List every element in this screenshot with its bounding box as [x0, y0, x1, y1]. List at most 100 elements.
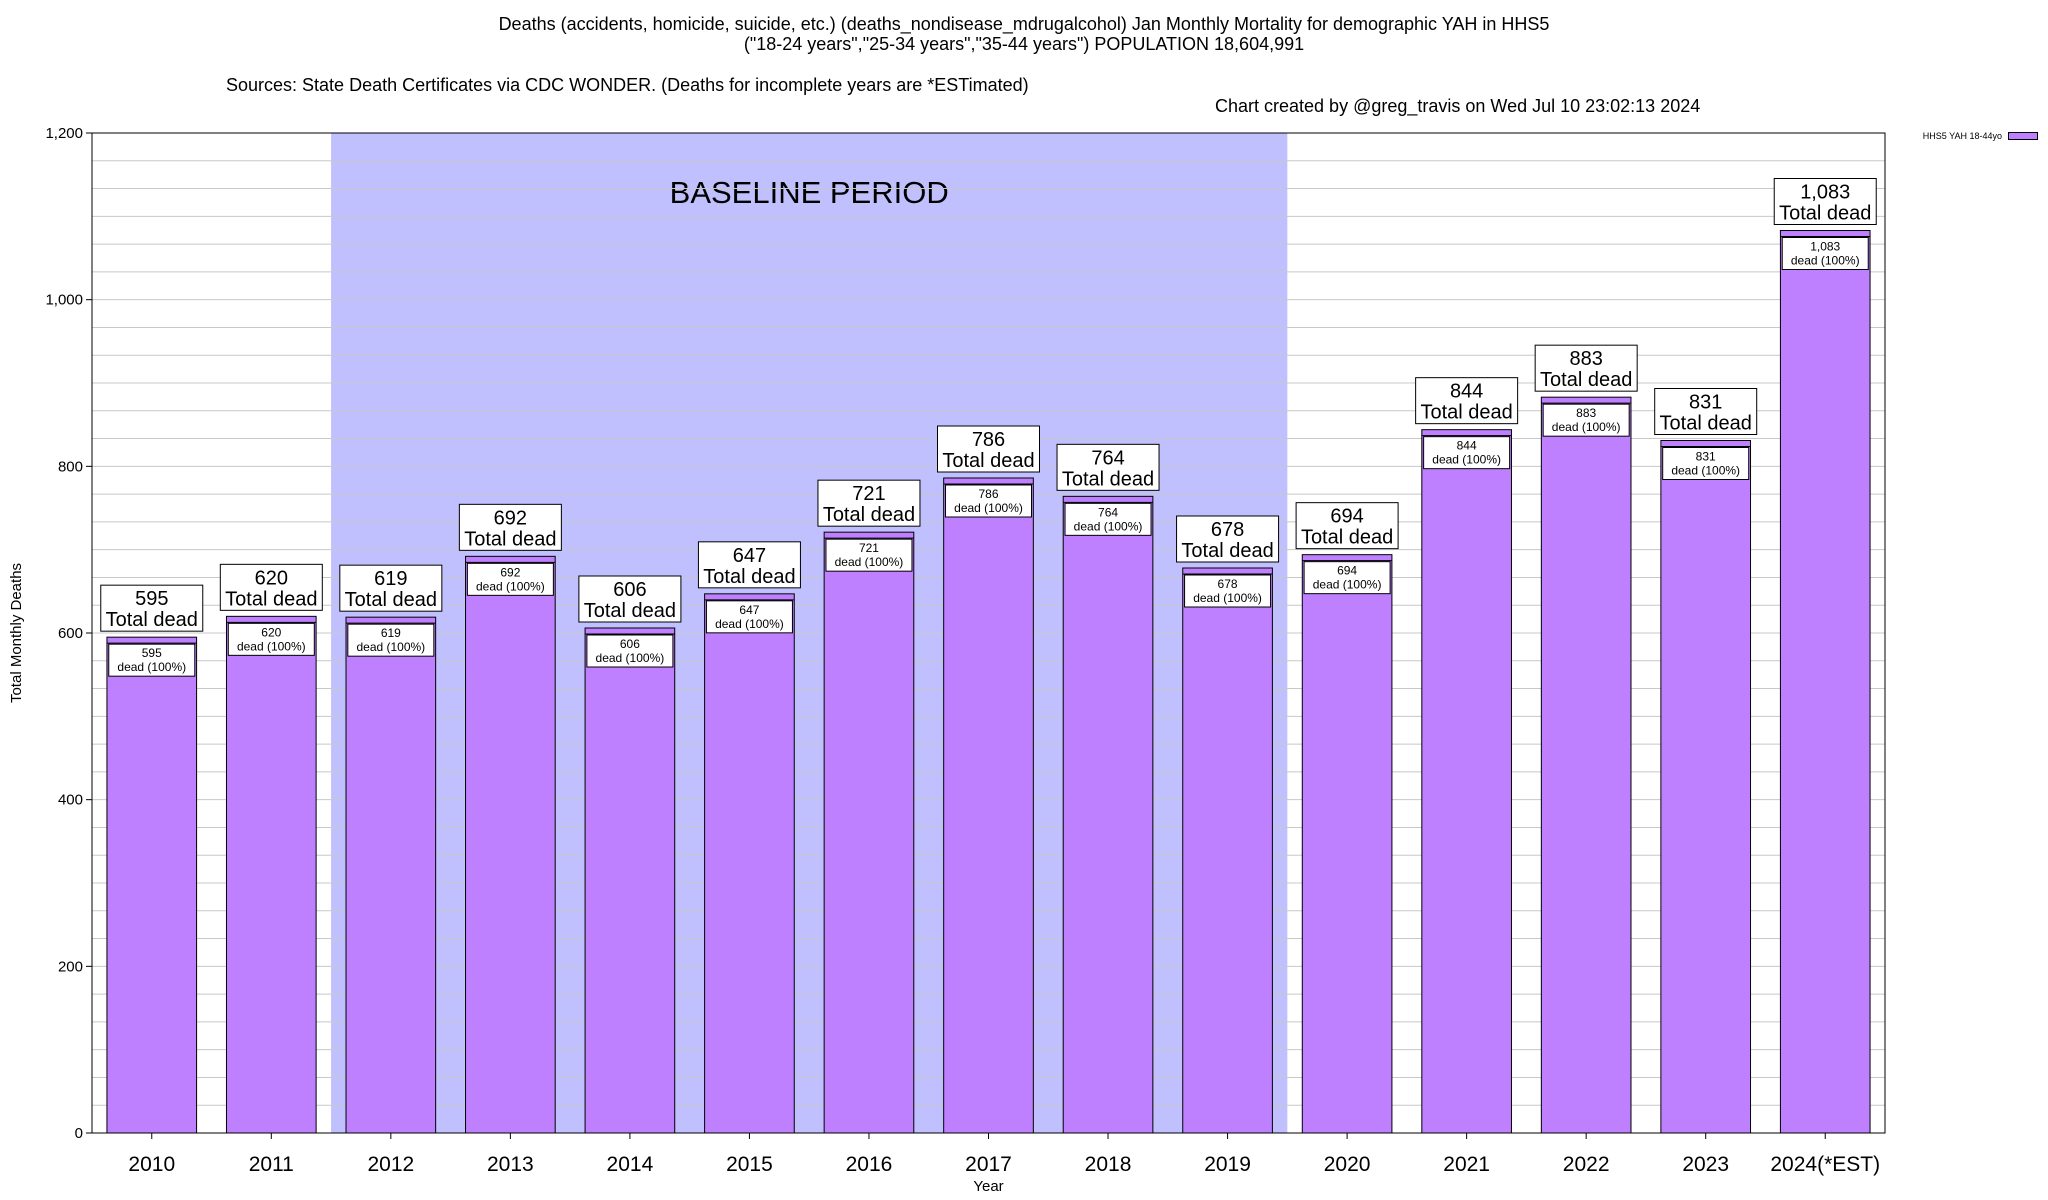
bar: [1421, 429, 1512, 1134]
x-tick-label: 2021: [1443, 1153, 1490, 1176]
y-tick-label: 400: [58, 792, 83, 809]
total-label-text: Total dead: [464, 528, 556, 550]
y-tick-label: 1,200: [45, 125, 83, 142]
x-tick-label: 2024(*EST): [1770, 1153, 1880, 1176]
bar: [1660, 440, 1752, 1134]
inner-label-value: 844: [1457, 439, 1477, 453]
legend-swatch: [2008, 132, 2038, 140]
x-axis-label: Year: [973, 1178, 1003, 1195]
total-label-box: [1056, 443, 1160, 491]
inner-label-text: dead (100%): [237, 639, 306, 653]
total-label-value: 831: [1689, 392, 1722, 414]
inner-label-box: [1781, 237, 1869, 270]
bar: [1182, 567, 1273, 1134]
total-label-text: Total dead: [942, 450, 1034, 472]
inner-label-box: [705, 600, 793, 634]
inner-label-text: dead (100%): [1671, 464, 1740, 478]
inner-label-text: dead (100%): [1313, 578, 1382, 592]
total-label-value: 1,083: [1800, 182, 1850, 204]
inner-label-value: 620: [261, 625, 281, 639]
inner-label-text: dead (100%): [1193, 591, 1262, 605]
inner-label-box: [1542, 403, 1630, 437]
total-label-value: 786: [972, 429, 1005, 451]
x-tick-label: 2011: [249, 1153, 294, 1176]
total-label-value: 764: [1091, 447, 1124, 469]
total-label-text: Total dead: [1301, 527, 1393, 549]
inner-label-value: 619: [381, 626, 401, 640]
inner-label-value: 831: [1696, 450, 1716, 464]
x-tick-label: 2022: [1563, 1153, 1610, 1176]
total-label-box: [697, 541, 801, 589]
x-tick-label: 2016: [846, 1153, 893, 1176]
bar: [704, 593, 795, 1134]
inner-label-box: [945, 484, 1032, 518]
total-label-box: [1534, 344, 1638, 392]
y-tick-label: 600: [58, 625, 83, 642]
total-label-box: [1773, 178, 1877, 225]
x-tick-label: 2013: [487, 1153, 534, 1176]
bar: [1301, 554, 1393, 1134]
total-label-text: Total dead: [1181, 540, 1273, 562]
total-label-box: [578, 575, 682, 623]
inner-label-value: 721: [859, 541, 879, 555]
y-tick-label: 1,000: [45, 292, 83, 309]
total-label-value: 694: [1330, 506, 1363, 528]
total-label-box: [219, 563, 323, 611]
total-label-value: 844: [1450, 381, 1483, 403]
x-tick-label: 2015: [726, 1153, 773, 1176]
total-label-value: 595: [135, 588, 168, 610]
bar: [465, 555, 556, 1134]
y-tick-label: 0: [75, 1125, 83, 1142]
bar: [345, 616, 437, 1134]
bar: [823, 531, 915, 1134]
inner-label-box: [108, 643, 196, 677]
chart-subtitle: ("18-24 years","25-34 years","35-44 year…: [743, 34, 1305, 54]
inner-label-box: [1423, 436, 1511, 470]
bar: [943, 477, 1034, 1134]
total-label-text: Total dead: [584, 600, 676, 622]
inner-label-text: dead (100%): [954, 501, 1023, 515]
y-axis-label: Total Monthly Deaths: [8, 563, 25, 703]
total-label-text: Total dead: [703, 566, 795, 588]
inner-label-value: 692: [500, 565, 520, 579]
total-label-text: Total dead: [1779, 203, 1871, 225]
chart-credit: Chart created by @greg_travis on Wed Jul…: [1215, 96, 1701, 116]
total-label-value: 619: [374, 568, 407, 590]
x-tick-label: 2019: [1204, 1153, 1251, 1176]
total-label-text: Total dead: [1062, 468, 1154, 490]
total-label-value: 606: [613, 579, 646, 601]
bar: [584, 627, 676, 1134]
chart-title: Deaths (accidents, homicide, suicide, et…: [498, 14, 1550, 34]
inner-label-box: [347, 623, 435, 657]
x-tick-label: 2023: [1682, 1153, 1729, 1176]
total-label-value: 647: [733, 545, 766, 567]
inner-label-text: dead (100%): [1432, 453, 1501, 467]
inner-label-value: 694: [1337, 564, 1357, 578]
legend-label: HHS5 YAH 18-44yo: [1922, 131, 2002, 141]
total-label-value: 692: [494, 507, 527, 529]
total-label-text: Total dead: [106, 609, 198, 631]
total-label-value: 620: [255, 567, 288, 589]
baseline-period-label: BASELINE PERIOD: [670, 175, 949, 210]
x-tick-label: 2014: [607, 1153, 654, 1176]
inner-label-text: dead (100%): [1552, 420, 1621, 434]
total-label-text: Total dead: [823, 504, 915, 526]
total-label-box: [1295, 502, 1399, 550]
inner-label-value: 606: [620, 637, 640, 651]
total-label-box: [1176, 515, 1280, 563]
total-label-box: [1654, 388, 1758, 435]
x-tick-label: 2020: [1324, 1153, 1371, 1176]
inner-label-box: [586, 634, 674, 668]
y-tick-label: 200: [58, 958, 83, 975]
bar: [1540, 396, 1632, 1134]
total-label-box: [937, 425, 1040, 473]
x-tick-label: 2017: [965, 1153, 1012, 1176]
inner-label-value: 883: [1576, 406, 1596, 420]
inner-label-box: [825, 538, 913, 572]
x-tick-label: 2012: [367, 1153, 414, 1176]
bar: [225, 615, 317, 1134]
plot-border: [91, 132, 1886, 1134]
total-label-text: Total dead: [345, 589, 437, 611]
inner-label-box: [466, 562, 554, 596]
